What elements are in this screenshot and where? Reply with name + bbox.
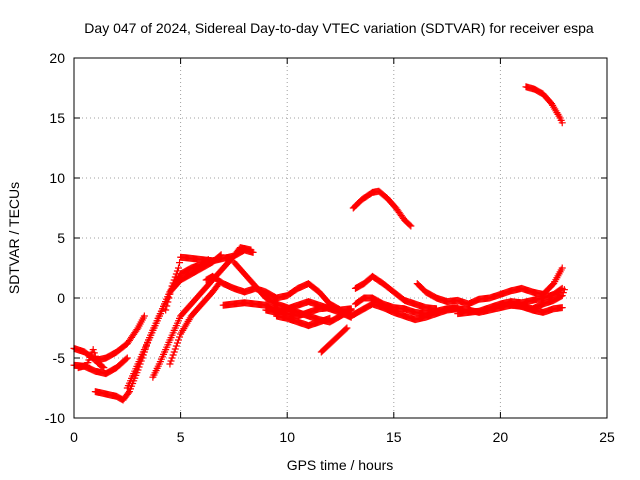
data-point <box>558 119 566 127</box>
data-point <box>342 325 350 333</box>
data-point <box>169 351 177 359</box>
data-point <box>162 306 170 314</box>
series-arc-v <box>522 83 566 127</box>
data-point <box>166 290 174 298</box>
x-tick-label: 25 <box>599 429 615 445</box>
data-point <box>560 286 568 294</box>
data-point <box>171 345 179 353</box>
series-arc-d <box>91 251 225 404</box>
data-point <box>173 267 181 275</box>
data-point <box>170 348 178 356</box>
x-tick-label: 20 <box>493 429 509 445</box>
series-arc-t <box>507 286 568 313</box>
series-arc-i <box>202 272 344 314</box>
data-points <box>70 83 568 404</box>
series-arc-h <box>162 244 255 314</box>
data-point <box>407 222 415 230</box>
data-point <box>173 339 181 347</box>
x-axis-label: GPS time / hours <box>287 457 394 473</box>
plot-frame <box>73 57 608 419</box>
data-point <box>164 298 172 306</box>
series-arc-r <box>413 264 566 308</box>
data-point <box>168 354 176 362</box>
series-arc-l <box>262 298 355 321</box>
series-arc-g <box>166 280 223 368</box>
series-arc-u <box>349 187 415 230</box>
data-point <box>174 336 182 344</box>
data-point <box>174 264 182 272</box>
series-arc-p <box>351 294 462 318</box>
series-arc-b <box>70 354 131 378</box>
data-point <box>172 342 180 350</box>
data-point <box>176 333 184 341</box>
x-tick-label: 0 <box>70 429 78 445</box>
data-point <box>89 346 97 354</box>
series-arc-q <box>351 272 440 313</box>
data-point <box>122 355 130 363</box>
data-point <box>167 286 175 294</box>
data-point <box>123 354 131 362</box>
data-point <box>166 360 174 368</box>
data-point <box>140 312 148 320</box>
data-point <box>92 356 100 363</box>
axis-ticks: 0 5 10 15 20 25 -10 -5 0 5 10 15 20 <box>45 50 615 445</box>
series-arc-m <box>273 312 334 330</box>
data-point <box>406 221 414 229</box>
x-tick-label: 15 <box>386 429 402 445</box>
series-arc-f <box>149 246 257 381</box>
data-point <box>176 259 184 267</box>
data-point <box>558 292 566 300</box>
data-point <box>168 282 176 290</box>
data-point <box>124 389 132 397</box>
y-tick-label: -10 <box>45 410 65 426</box>
data-point <box>172 270 180 278</box>
data-point <box>169 279 177 287</box>
data-point <box>247 246 255 254</box>
data-point <box>171 273 179 281</box>
y-tick-label: 5 <box>57 230 65 246</box>
data-point <box>167 357 175 365</box>
data-point <box>100 364 108 372</box>
data-point <box>163 302 171 310</box>
series-arc-a <box>70 312 148 364</box>
x-tick-label: 10 <box>279 429 295 445</box>
y-axis-label: SDTVAR / TECUs <box>6 182 22 294</box>
series-arc-n <box>317 324 351 356</box>
data-point <box>454 304 462 312</box>
data-point <box>91 352 99 360</box>
data-point <box>558 264 566 272</box>
data-point <box>432 305 440 313</box>
grid <box>74 58 607 418</box>
data-point <box>347 305 355 313</box>
data-point <box>559 289 567 297</box>
data-point <box>170 276 178 284</box>
y-tick-label: 15 <box>49 110 65 126</box>
chart-title: Day 047 of 2024, Sidereal Day-to-day VTE… <box>84 20 594 36</box>
y-tick-label: 20 <box>49 50 65 66</box>
data-point <box>90 349 98 357</box>
data-point <box>99 363 107 371</box>
data-point <box>558 304 566 312</box>
data-point <box>165 294 173 302</box>
x-tick-label: 5 <box>177 429 185 445</box>
series-arc-c <box>74 346 108 372</box>
y-tick-label: 0 <box>57 290 65 306</box>
y-tick-label: 10 <box>49 170 65 186</box>
data-point <box>133 326 141 334</box>
data-point <box>343 324 351 332</box>
y-tick-label: -5 <box>53 350 66 366</box>
data-point <box>326 314 334 322</box>
